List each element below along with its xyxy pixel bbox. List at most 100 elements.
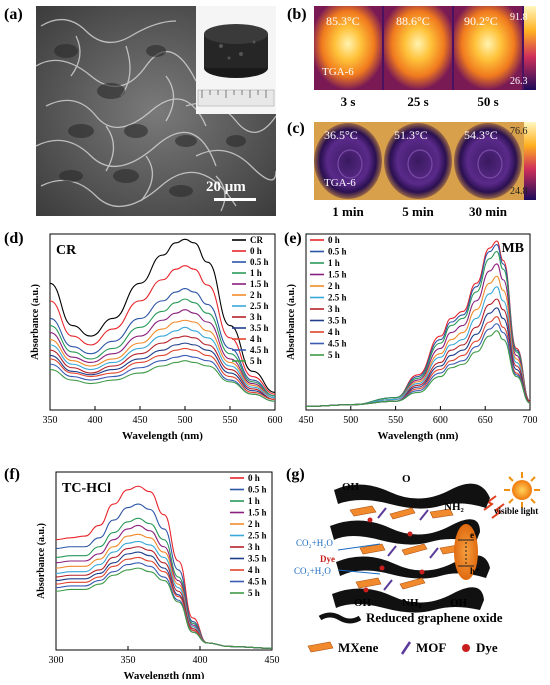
x-axis-label: Wavelength (nm) xyxy=(124,670,205,679)
oh-label: OH xyxy=(342,481,360,493)
legend-label: 0.5 h xyxy=(328,247,347,257)
scale-min: 26.3 xyxy=(510,76,528,87)
legend-label: 0 h xyxy=(248,473,260,483)
thermal-image-cooling: 36.5°C 51.3°C 54.3°C TGA-6 76.6 24.8 xyxy=(314,122,536,200)
x-tick-label: 600 xyxy=(433,415,448,426)
x-tick-label: 700 xyxy=(523,415,538,426)
series-line xyxy=(55,533,273,649)
temp-label-25s: 88.6°C xyxy=(396,14,430,28)
sun-icon xyxy=(483,472,540,519)
legend-label: 1.5 h xyxy=(328,270,347,280)
series-line xyxy=(55,517,273,649)
plot-frame xyxy=(55,471,273,651)
series-line xyxy=(49,335,276,400)
series-line xyxy=(55,503,273,649)
series-line xyxy=(305,251,531,408)
dye-label: Dye xyxy=(320,554,335,564)
temp-label-50s: 90.2°C xyxy=(464,14,498,28)
panel-label-a: (a) xyxy=(4,6,23,23)
legend-label: 0.5 h xyxy=(248,485,267,495)
series-line xyxy=(305,286,531,408)
y-axis-label: Absorbance (a.u.) xyxy=(30,284,41,360)
legend-label: 4 h xyxy=(250,334,262,344)
scale-min: 24.8 xyxy=(510,186,528,197)
series-line xyxy=(49,288,276,397)
mxene-legend-icon xyxy=(307,641,334,653)
series-line xyxy=(305,330,531,408)
rgo-legend-label: Reduced graphene oxide xyxy=(366,610,503,625)
legend-label: 4 h xyxy=(328,327,340,337)
mof-rods xyxy=(377,507,439,591)
legend-label: 4 h xyxy=(248,565,260,575)
legend-label: 2 h xyxy=(248,519,260,529)
sem-image: 20 μm xyxy=(36,6,276,216)
series-line xyxy=(49,360,276,402)
x-tick-label: 500 xyxy=(178,415,193,426)
x-tick-label: 300 xyxy=(49,655,64,666)
series-line xyxy=(49,347,276,400)
chart-tc-hcl: 300 350 400 450 Wavelength (nm) Absorbance (a… xyxy=(36,471,280,679)
mof-legend-label: MOF xyxy=(416,640,446,655)
legend-label: 2.5 h xyxy=(248,531,267,541)
series-line xyxy=(55,546,273,649)
rgo-legend-icon xyxy=(318,612,362,624)
time-label: 3 s xyxy=(340,94,356,109)
plot-frame xyxy=(305,233,531,411)
mof-legend-icon xyxy=(400,641,412,655)
sample-photo-inset xyxy=(196,6,276,114)
scale-max: 76.6 xyxy=(510,126,528,137)
legend-label: 3 h xyxy=(328,304,340,314)
panel-label-e: (e) xyxy=(284,230,302,247)
legend-label: 3.5 h xyxy=(250,323,269,333)
chart-cr: 350 400 450 500 550 600 Wavelength (nm) Absorba… xyxy=(30,233,283,442)
legend-label: 2.5 h xyxy=(250,301,269,311)
series-line xyxy=(49,298,276,397)
plot-frame xyxy=(49,233,276,411)
legend-label: 0 h xyxy=(250,246,262,256)
series-line xyxy=(49,342,276,400)
legend-label: 3.5 h xyxy=(248,554,267,564)
panel-label-f: (f) xyxy=(4,466,20,483)
oh-label: OH xyxy=(354,597,372,609)
x-tick-label: 550 xyxy=(388,415,403,426)
scale-max: 91.8 xyxy=(510,12,528,23)
sample-label: TGA-6 xyxy=(324,177,356,189)
time-label: 5 min xyxy=(402,204,434,219)
series-line xyxy=(55,551,273,649)
series-line xyxy=(55,562,273,649)
legend-label: 1.5 h xyxy=(250,279,269,289)
graphene-sheets xyxy=(330,483,490,613)
y-axis-label: Absorbance (a.u.) xyxy=(286,284,297,360)
chart-title: TC-HCl xyxy=(62,481,111,496)
y-axis-label: Absorbance (a.u.) xyxy=(36,523,47,599)
legend-label: 5 h xyxy=(248,588,260,598)
nh2-label: NH₂ xyxy=(444,501,465,513)
series-line xyxy=(49,309,276,399)
temp-label-1min: 36.5°C xyxy=(324,128,358,142)
legend-label: 4.5 h xyxy=(328,339,347,349)
chart-title: CR xyxy=(56,243,77,258)
legend-label: CR xyxy=(250,235,263,245)
x-tick-label: 550 xyxy=(223,415,238,426)
scale-bar-label: 20 μm xyxy=(206,179,246,195)
legend-label: 2 h xyxy=(250,290,262,300)
panel-label-b: (b) xyxy=(287,6,307,23)
legend-label: 2.5 h xyxy=(328,293,347,303)
legend-label: 3 h xyxy=(250,312,262,322)
series-line xyxy=(55,485,273,649)
sample-label: TGA-6 xyxy=(322,66,354,78)
temp-label-30min: 54.3°C xyxy=(464,128,498,142)
legend-label: 0 h xyxy=(328,235,340,245)
x-tick-label: 600 xyxy=(268,415,283,426)
x-tick-label: 450 xyxy=(265,655,280,666)
panel-label-c: (c) xyxy=(287,120,305,137)
scale-bar xyxy=(214,198,256,201)
legend-label: 4.5 h xyxy=(248,577,267,587)
legend-label: 2 h xyxy=(328,281,340,291)
x-axis-label: Wavelength (nm) xyxy=(122,430,203,442)
co2-label: CO₂+H₂O xyxy=(294,566,331,576)
time-label: 50 s xyxy=(477,94,499,109)
thermal-image-heating: 85.3°C 88.6°C 90.2°C TGA-6 91.8 26.3 xyxy=(314,6,536,90)
series-line xyxy=(49,354,276,402)
x-tick-label: 400 xyxy=(193,655,208,666)
